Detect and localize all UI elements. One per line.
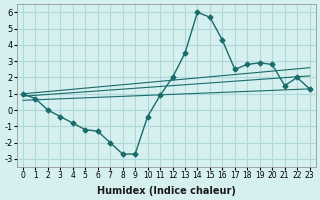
X-axis label: Humidex (Indice chaleur): Humidex (Indice chaleur)	[97, 186, 236, 196]
